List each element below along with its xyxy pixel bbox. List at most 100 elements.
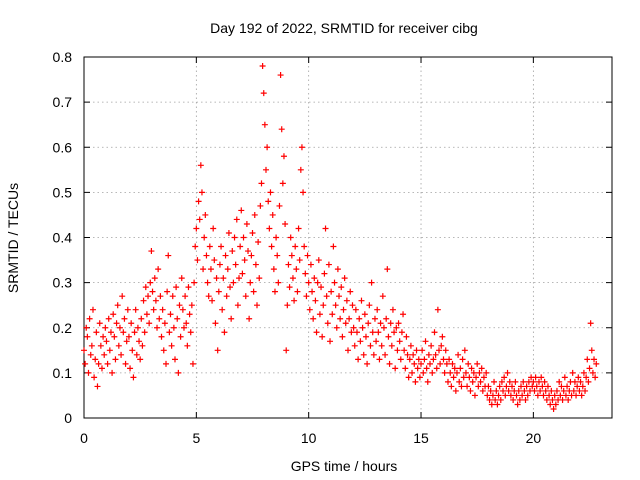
- data-point: [176, 302, 183, 309]
- data-point: [348, 329, 355, 336]
- data-point: [433, 365, 440, 372]
- data-point: [585, 378, 592, 385]
- data-point: [187, 329, 194, 336]
- data-point: [325, 261, 332, 268]
- data-point: [362, 333, 369, 340]
- data-point: [184, 342, 191, 349]
- data-point: [522, 396, 529, 403]
- data-point: [339, 333, 346, 340]
- data-point: [200, 266, 207, 273]
- data-point: [510, 396, 517, 403]
- data-point: [285, 261, 292, 268]
- data-point: [279, 180, 286, 187]
- data-point: [86, 315, 93, 322]
- data-point: [416, 374, 423, 381]
- data-point: [251, 211, 258, 218]
- data-point: [375, 329, 382, 336]
- data-point: [303, 293, 310, 300]
- data-point: [547, 401, 554, 408]
- data-point: [229, 248, 236, 255]
- data-point: [249, 229, 256, 236]
- data-points: [81, 63, 600, 412]
- data-point: [471, 392, 478, 399]
- data-point: [405, 374, 412, 381]
- data-point: [141, 329, 148, 336]
- data-point: [234, 302, 241, 309]
- data-point: [202, 211, 209, 218]
- data-point: [448, 383, 455, 390]
- data-point: [149, 288, 156, 295]
- data-point: [160, 347, 167, 354]
- data-point: [267, 189, 274, 196]
- data-point: [505, 387, 512, 394]
- data-point: [295, 225, 302, 232]
- data-point: [254, 302, 261, 309]
- data-point: [586, 365, 593, 372]
- data-point: [564, 383, 571, 390]
- data-point: [440, 356, 447, 363]
- data-point: [467, 387, 474, 394]
- data-point: [161, 320, 168, 327]
- data-point: [125, 333, 132, 340]
- data-point: [274, 252, 281, 259]
- data-point: [546, 392, 553, 399]
- data-point: [512, 378, 519, 385]
- data-point: [449, 360, 456, 367]
- data-point: [345, 347, 351, 354]
- data-point: [331, 279, 338, 286]
- data-point: [406, 356, 413, 363]
- data-point: [553, 387, 560, 394]
- data-point: [420, 369, 427, 376]
- data-point: [152, 297, 159, 304]
- data-point: [480, 374, 487, 381]
- data-point: [188, 302, 195, 309]
- data-point: [124, 306, 131, 313]
- data-point: [216, 261, 223, 268]
- data-point: [236, 275, 243, 282]
- data-point: [320, 302, 327, 309]
- data-point: [315, 257, 322, 264]
- data-point: [574, 383, 581, 390]
- data-point: [148, 248, 155, 255]
- data-point: [394, 347, 401, 354]
- data-point: [328, 288, 335, 295]
- data-point: [459, 356, 466, 363]
- data-point: [430, 356, 437, 363]
- data-point: [87, 351, 94, 358]
- data-point: [338, 284, 345, 291]
- data-point: [313, 329, 320, 336]
- data-point: [159, 306, 166, 313]
- data-point: [423, 365, 430, 372]
- data-point: [173, 284, 180, 291]
- data-point: [439, 333, 446, 340]
- data-point: [197, 162, 204, 169]
- data-point: [241, 257, 248, 264]
- data-point: [387, 320, 394, 327]
- data-point: [391, 329, 398, 336]
- data-point: [571, 378, 578, 385]
- data-point: [474, 360, 481, 367]
- data-point: [136, 338, 143, 345]
- data-point: [195, 198, 202, 205]
- data-point: [158, 333, 165, 340]
- data-point: [238, 207, 245, 214]
- data-point: [582, 387, 589, 394]
- data-point: [576, 387, 583, 394]
- data-point: [185, 284, 192, 291]
- data-point: [167, 311, 174, 318]
- data-point: [277, 72, 284, 79]
- data-point: [276, 202, 283, 209]
- data-point: [516, 396, 523, 403]
- data-point: [209, 297, 216, 304]
- data-point: [556, 378, 563, 385]
- data-point: [255, 239, 262, 246]
- data-point: [593, 360, 600, 367]
- data-point: [166, 329, 173, 336]
- data-point: [271, 288, 278, 295]
- data-point: [318, 284, 325, 291]
- data-point: [351, 342, 358, 349]
- data-point: [337, 315, 344, 322]
- data-point: [515, 387, 522, 394]
- data-point: [287, 234, 294, 241]
- data-point: [310, 315, 317, 322]
